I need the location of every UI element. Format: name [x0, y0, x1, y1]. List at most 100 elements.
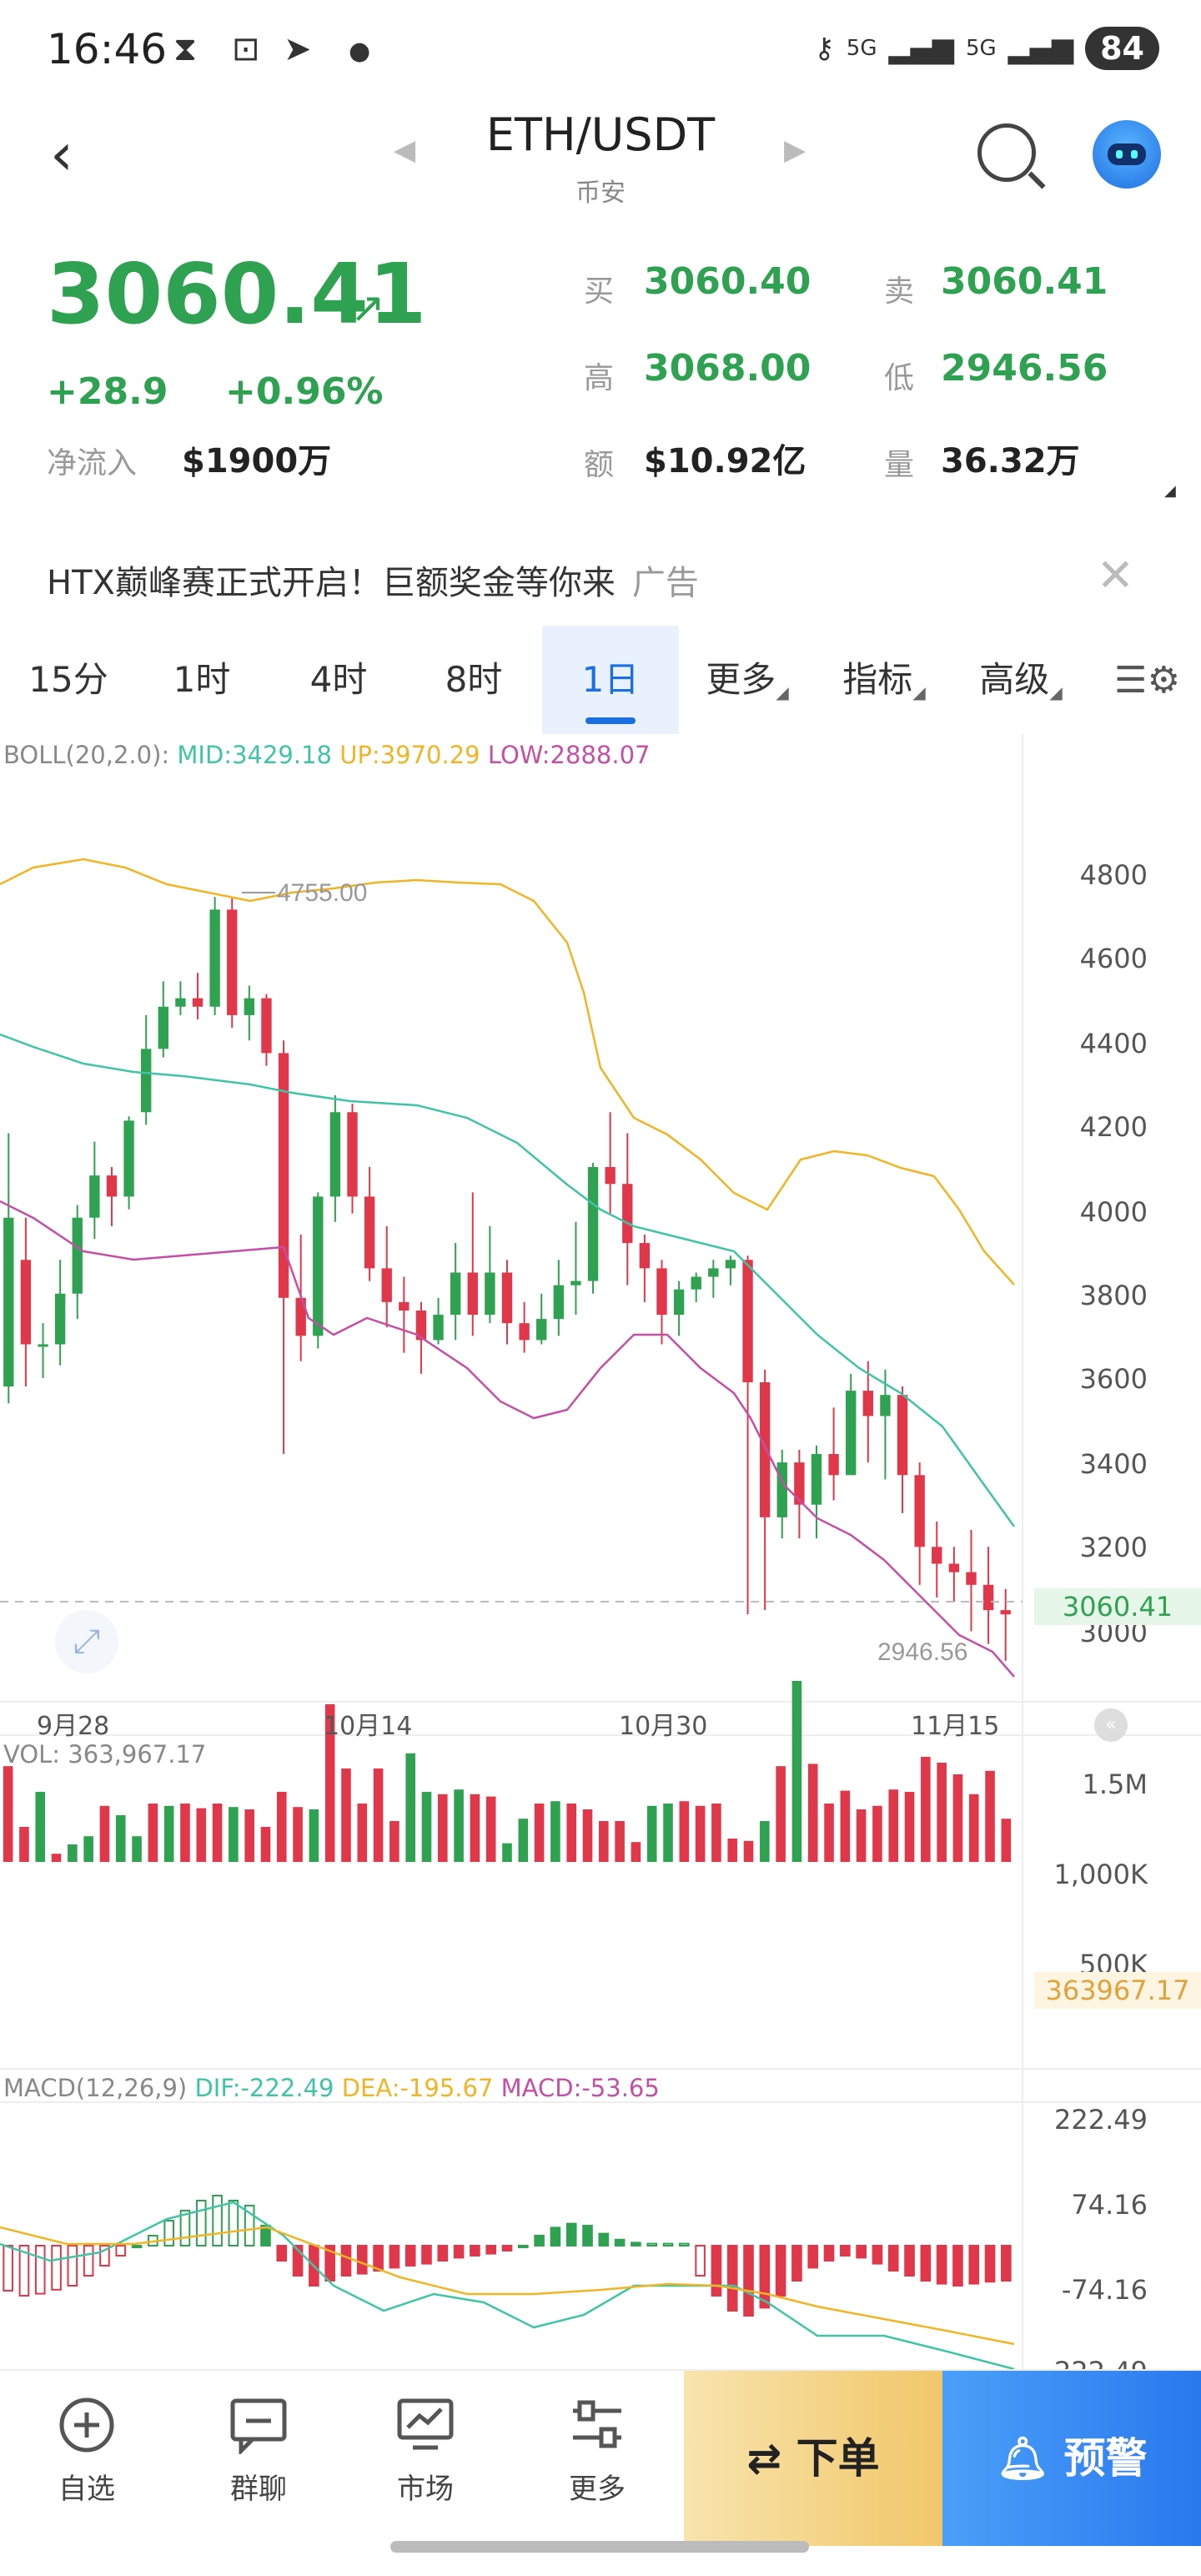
scroll-latest-icon[interactable]: « [1094, 1708, 1128, 1742]
macd-name: MACD(12,26,9) [3, 2074, 188, 2102]
volume-bar [566, 1804, 576, 1862]
candles-group [3, 897, 1011, 1661]
volume-bar [341, 1768, 351, 1862]
price-axis-4800: 4800 [1079, 859, 1148, 891]
macd-bar [131, 2245, 143, 2248]
candle-body [622, 1184, 633, 1244]
macd-legend: MACD(12,26,9) DIF:-222.49 DEA:-195.67 MA… [3, 2074, 660, 2102]
macd-dea: DEA:-195.67 [341, 2074, 494, 2102]
tab-15m[interactable]: 15分 [0, 626, 137, 734]
tab-1d[interactable]: 1日 [542, 626, 679, 734]
dropdown-corner-icon: ◢ [912, 682, 926, 702]
volume-bar [582, 1809, 593, 1862]
boll-low: LOW:2888.07 [487, 741, 651, 769]
volume-bar [309, 1809, 319, 1862]
tab-advanced[interactable]: 高级◢ [952, 626, 1089, 734]
alert-button[interactable]: 🔔︎ 预警 [942, 2371, 1201, 2546]
volume-bar [68, 1844, 78, 1862]
macd-bar [759, 2245, 771, 2309]
status-time: 16:46 [47, 25, 168, 73]
tab-8h[interactable]: 8时 [405, 626, 542, 734]
volume-bar [373, 1768, 384, 1862]
nav-market[interactable]: 市场 [367, 2396, 484, 2507]
netflow-value: $1900万 [182, 442, 332, 480]
expand-corner-icon[interactable]: ◢ [1164, 482, 1176, 500]
volume-bar [421, 1792, 432, 1862]
candle-body [914, 1475, 925, 1547]
macd-bar [292, 2245, 304, 2277]
tab-4h[interactable]: 4时 [270, 626, 407, 734]
volume-bar [760, 1821, 770, 1862]
candle-body [399, 1301, 410, 1311]
telegram-icon: ➤ [284, 30, 312, 68]
close-icon[interactable]: ✕ [1096, 549, 1134, 601]
kline-chart[interactable]: 4755.00 2946.56 [0, 734, 1201, 2369]
volume-bar [840, 1790, 851, 1862]
signal-5g-label-1: 5G [846, 36, 877, 61]
volume-bar [1001, 1819, 1012, 1862]
date-label: 10月14 [324, 1712, 413, 1741]
signal-bars-icon-2: ▂▄▆ [1008, 32, 1074, 65]
volume-bar [711, 1804, 721, 1862]
macd-bar [517, 2245, 529, 2248]
robot-avatar-icon[interactable] [1093, 120, 1161, 189]
nav-favorites[interactable]: 自选 [28, 2396, 145, 2507]
candle-body [3, 1217, 14, 1387]
macd-bar [662, 2242, 674, 2246]
fullscreen-icon[interactable]: ⤢ [55, 1610, 118, 1673]
volume-bar [727, 1839, 738, 1862]
high-price: 3068.00 [644, 347, 812, 390]
candle-body [656, 1268, 667, 1316]
price-change-pct: +0.96% [225, 370, 384, 413]
macd-bar [775, 2245, 786, 2297]
tab-more[interactable]: 更多◢ [679, 626, 816, 734]
macd-bar [614, 2238, 626, 2247]
volume-bar [324, 1704, 335, 1862]
candle-body [982, 1584, 994, 1611]
tab-1h[interactable]: 1时 [133, 626, 270, 734]
chart-settings-icon[interactable]: ☰⚙ [1114, 659, 1180, 702]
boll-lower-line [0, 1200, 1015, 1678]
macd-bar [887, 2245, 899, 2272]
candle-body [501, 1272, 513, 1324]
pair-title[interactable]: ETH/USDT [485, 108, 716, 161]
candle-body [450, 1272, 461, 1316]
candle-body [966, 1572, 977, 1585]
volume-bar [485, 1796, 496, 1862]
order-button[interactable]: ⇄ 下单 [684, 2371, 942, 2546]
nav-more[interactable]: 更多 [539, 2396, 656, 2507]
dropdown-corner-icon: ◢ [1049, 682, 1063, 702]
candle-body [794, 1462, 805, 1505]
low-label: 低 [884, 361, 915, 395]
candle-body [158, 1006, 168, 1049]
next-pair-icon[interactable]: ▶ [784, 133, 807, 167]
macd-bar [711, 2245, 722, 2297]
macd-bar [968, 2245, 980, 2285]
macd-bar [18, 2245, 30, 2297]
ad-text[interactable]: HTX巅峰赛正式开启！巨额奖金等你来 [47, 564, 616, 602]
boll-name: BOLL(20,2.0): [3, 741, 170, 769]
ad-banner[interactable]: HTX巅峰赛正式开启！巨额奖金等你来 广告 ✕ [0, 534, 1201, 617]
candle-body [932, 1547, 942, 1564]
macd-bar [823, 2245, 835, 2262]
back-icon[interactable]: ‹ [50, 120, 73, 189]
prev-pair-icon[interactable]: ◀ [394, 133, 416, 167]
volume-bar [389, 1821, 399, 1862]
macd-bar [840, 2245, 851, 2257]
nav-group-chat[interactable]: 群聊 [200, 2396, 317, 2507]
tab-4h-label: 4时 [309, 659, 368, 700]
candle-body [209, 909, 220, 1007]
chat-icon [229, 2396, 288, 2457]
sliders-icon [568, 2396, 626, 2454]
volume-bar [148, 1804, 158, 1862]
max-price-label: 4755.00 [277, 879, 367, 907]
status-bar: 16:46 ⧗ ⊡ ➤ ● ⚷ 5G ▂▄▆ 5G ▂▄▆ 84 [0, 0, 1201, 108]
volume-label: 量 [884, 448, 915, 482]
search-icon[interactable] [977, 123, 1036, 182]
nav-favorites-label: 自选 [58, 2473, 115, 2506]
candle-body [880, 1395, 891, 1416]
volume-bar [244, 1809, 254, 1862]
tab-indicators[interactable]: 指标◢ [816, 626, 952, 734]
top-nav: ‹ ◀ ETH/USDT 币安 ▶ [0, 108, 1201, 217]
home-indicator[interactable] [390, 2541, 809, 2553]
